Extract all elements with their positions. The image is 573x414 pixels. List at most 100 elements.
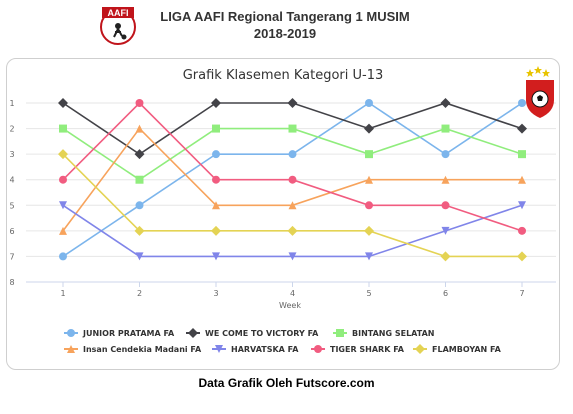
data-point [517,251,527,262]
legend-item[interactable]: HARVATSKA FA [212,345,299,354]
data-point [288,175,297,184]
data-point [364,225,374,236]
series-2 [59,124,526,184]
data-point [287,225,298,236]
data-point [212,252,220,261]
x-tick-label: 2 [137,289,142,298]
series-group [58,98,527,262]
data-point [59,201,67,210]
legend: JUNIOR PRATAMA FA WE COME TO VICTORY FA BI… [64,328,502,354]
x-tick-label: 4 [290,289,295,298]
legend-marker [188,328,198,338]
data-point [518,175,526,184]
data-point [135,175,144,184]
data-point [517,123,527,134]
data-point [365,201,373,210]
page-title: LIGA AAFI Regional Tangerang 1 MUSIM 201… [120,8,450,42]
data-point [59,175,67,184]
data-point [288,201,297,210]
legend-marker [67,345,75,353]
legend-label: FLAMBOYAN FA [432,345,502,354]
x-tick-label: 7 [519,289,524,298]
data-point [288,150,297,159]
data-point [212,201,220,210]
legend-item[interactable]: TIGER SHARK FA [311,345,405,354]
legend-item[interactable]: WE COME TO VICTORY FA [186,328,319,338]
legend-label: Insan Cendekia Madani FA [83,345,202,354]
data-point [134,225,145,236]
footer-credit: Data Grafik Oleh Futscore.com [198,376,375,390]
data-point [365,99,373,107]
data-point [59,226,67,235]
legend-marker [67,329,75,337]
data-point [58,98,68,108]
legend-item[interactable]: BINTANG SELATAN [333,329,434,338]
legend-label: WE COME TO VICTORY FA [205,329,319,338]
legend-marker [215,345,223,353]
data-point [288,252,297,261]
series-0 [59,99,526,261]
x-tick-label: 6 [443,289,448,298]
data-point [58,149,68,160]
league-title: LIGA AAFI Regional Tangerang 1 MUSIM [160,9,410,24]
legend-label: TIGER SHARK FA [330,345,405,354]
series-6 [58,149,527,262]
data-point [211,98,221,108]
series-3 [59,124,526,235]
x-tick-label: 3 [213,289,218,298]
season-label: 2018-2019 [253,26,317,41]
legend-marker [415,344,425,354]
data-point [59,124,67,133]
data-point [211,225,221,236]
data-point [365,252,373,261]
y-tick-label: 7 [9,252,14,261]
legend-item[interactable]: JUNIOR PRATAMA FA [64,329,175,338]
data-point [287,98,298,108]
data-point [441,124,450,133]
data-point [441,226,450,235]
x-tick-label: 5 [366,289,371,298]
y-tick-label: 5 [9,201,14,210]
club-badge-icon [526,66,554,118]
data-point [59,252,67,261]
data-point [134,149,145,160]
y-tick-label: 1 [9,99,14,108]
data-point [440,98,451,108]
legend-label: BINTANG SELATAN [352,329,434,338]
data-point [212,175,220,184]
data-point [135,124,144,133]
data-point [135,99,144,107]
aafi-logo: AAFI [100,7,136,45]
data-point [212,150,220,159]
data-point [441,150,450,159]
data-point [212,124,220,133]
y-tick-label: 6 [9,227,14,236]
data-point [135,201,144,210]
y-tick-label: 2 [9,125,14,134]
data-point [518,226,526,235]
series-5 [59,99,526,235]
series-1 [58,98,527,160]
data-point [440,251,451,262]
legend-label: HARVATSKA FA [231,345,299,354]
data-point [518,99,526,107]
data-point [364,123,374,134]
data-point [518,201,526,210]
chart-title: Grafik Klasemen Kategori U-13 [183,68,384,83]
data-point [365,175,373,184]
data-point [441,201,450,210]
y-axis: 1 2 3 4 5 6 7 8 [9,99,14,287]
legend-item[interactable]: FLAMBOYAN FA [413,344,502,354]
series-line [62,101,523,232]
legend-marker [314,345,322,353]
legend-item[interactable]: Insan Cendekia Madani FA [64,345,202,354]
y-tick-label: 8 [9,278,14,287]
data-point [135,252,144,261]
legend-marker [336,329,344,337]
data-point [518,150,526,159]
aafi-logo-text: AAFI [108,8,129,18]
x-tick-label: 1 [60,289,65,298]
x-axis: 1 2 3 4 5 6 7 [60,282,525,298]
data-point [288,124,297,133]
